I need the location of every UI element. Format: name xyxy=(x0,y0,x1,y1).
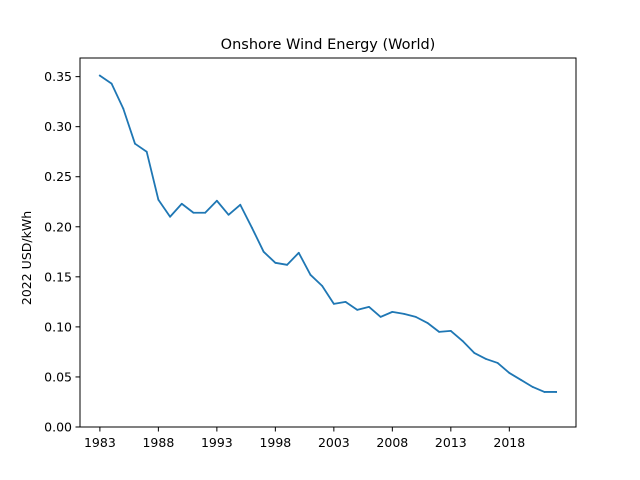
x-tick-label: 1998 xyxy=(259,435,291,450)
y-tick-label: 0.30 xyxy=(44,119,72,134)
y-tick-label: 0.10 xyxy=(44,319,72,334)
y-tick-label: 0.15 xyxy=(44,269,72,284)
x-axis: 1983 1988 1993 1998 2003 2008 2013 2018 xyxy=(84,427,525,450)
series-line xyxy=(98,74,558,393)
plot-frame xyxy=(79,57,577,428)
x-tick-label: 1993 xyxy=(201,435,233,450)
x-tick-label: 2018 xyxy=(493,435,525,450)
y-tick-label: 0.05 xyxy=(44,369,72,384)
x-tick-label: 1988 xyxy=(142,435,174,450)
x-tick-label: 2013 xyxy=(435,435,467,450)
chart-title: Onshore Wind Energy (World) xyxy=(221,37,436,53)
y-tick-label: 0.25 xyxy=(44,169,72,184)
x-tick-label: 2008 xyxy=(376,435,408,450)
y-axis: 0.00 0.05 0.10 0.15 0.20 0.25 0.30 0.35 xyxy=(44,69,80,435)
x-tick-label: 2003 xyxy=(318,435,350,450)
y-tick-label: 0.00 xyxy=(44,420,72,435)
y-axis-label: 2022 USD/kWh xyxy=(19,211,34,305)
x-tick-label: 1983 xyxy=(84,435,116,450)
y-tick-label: 0.35 xyxy=(44,69,72,84)
y-tick-label: 0.20 xyxy=(44,219,72,234)
